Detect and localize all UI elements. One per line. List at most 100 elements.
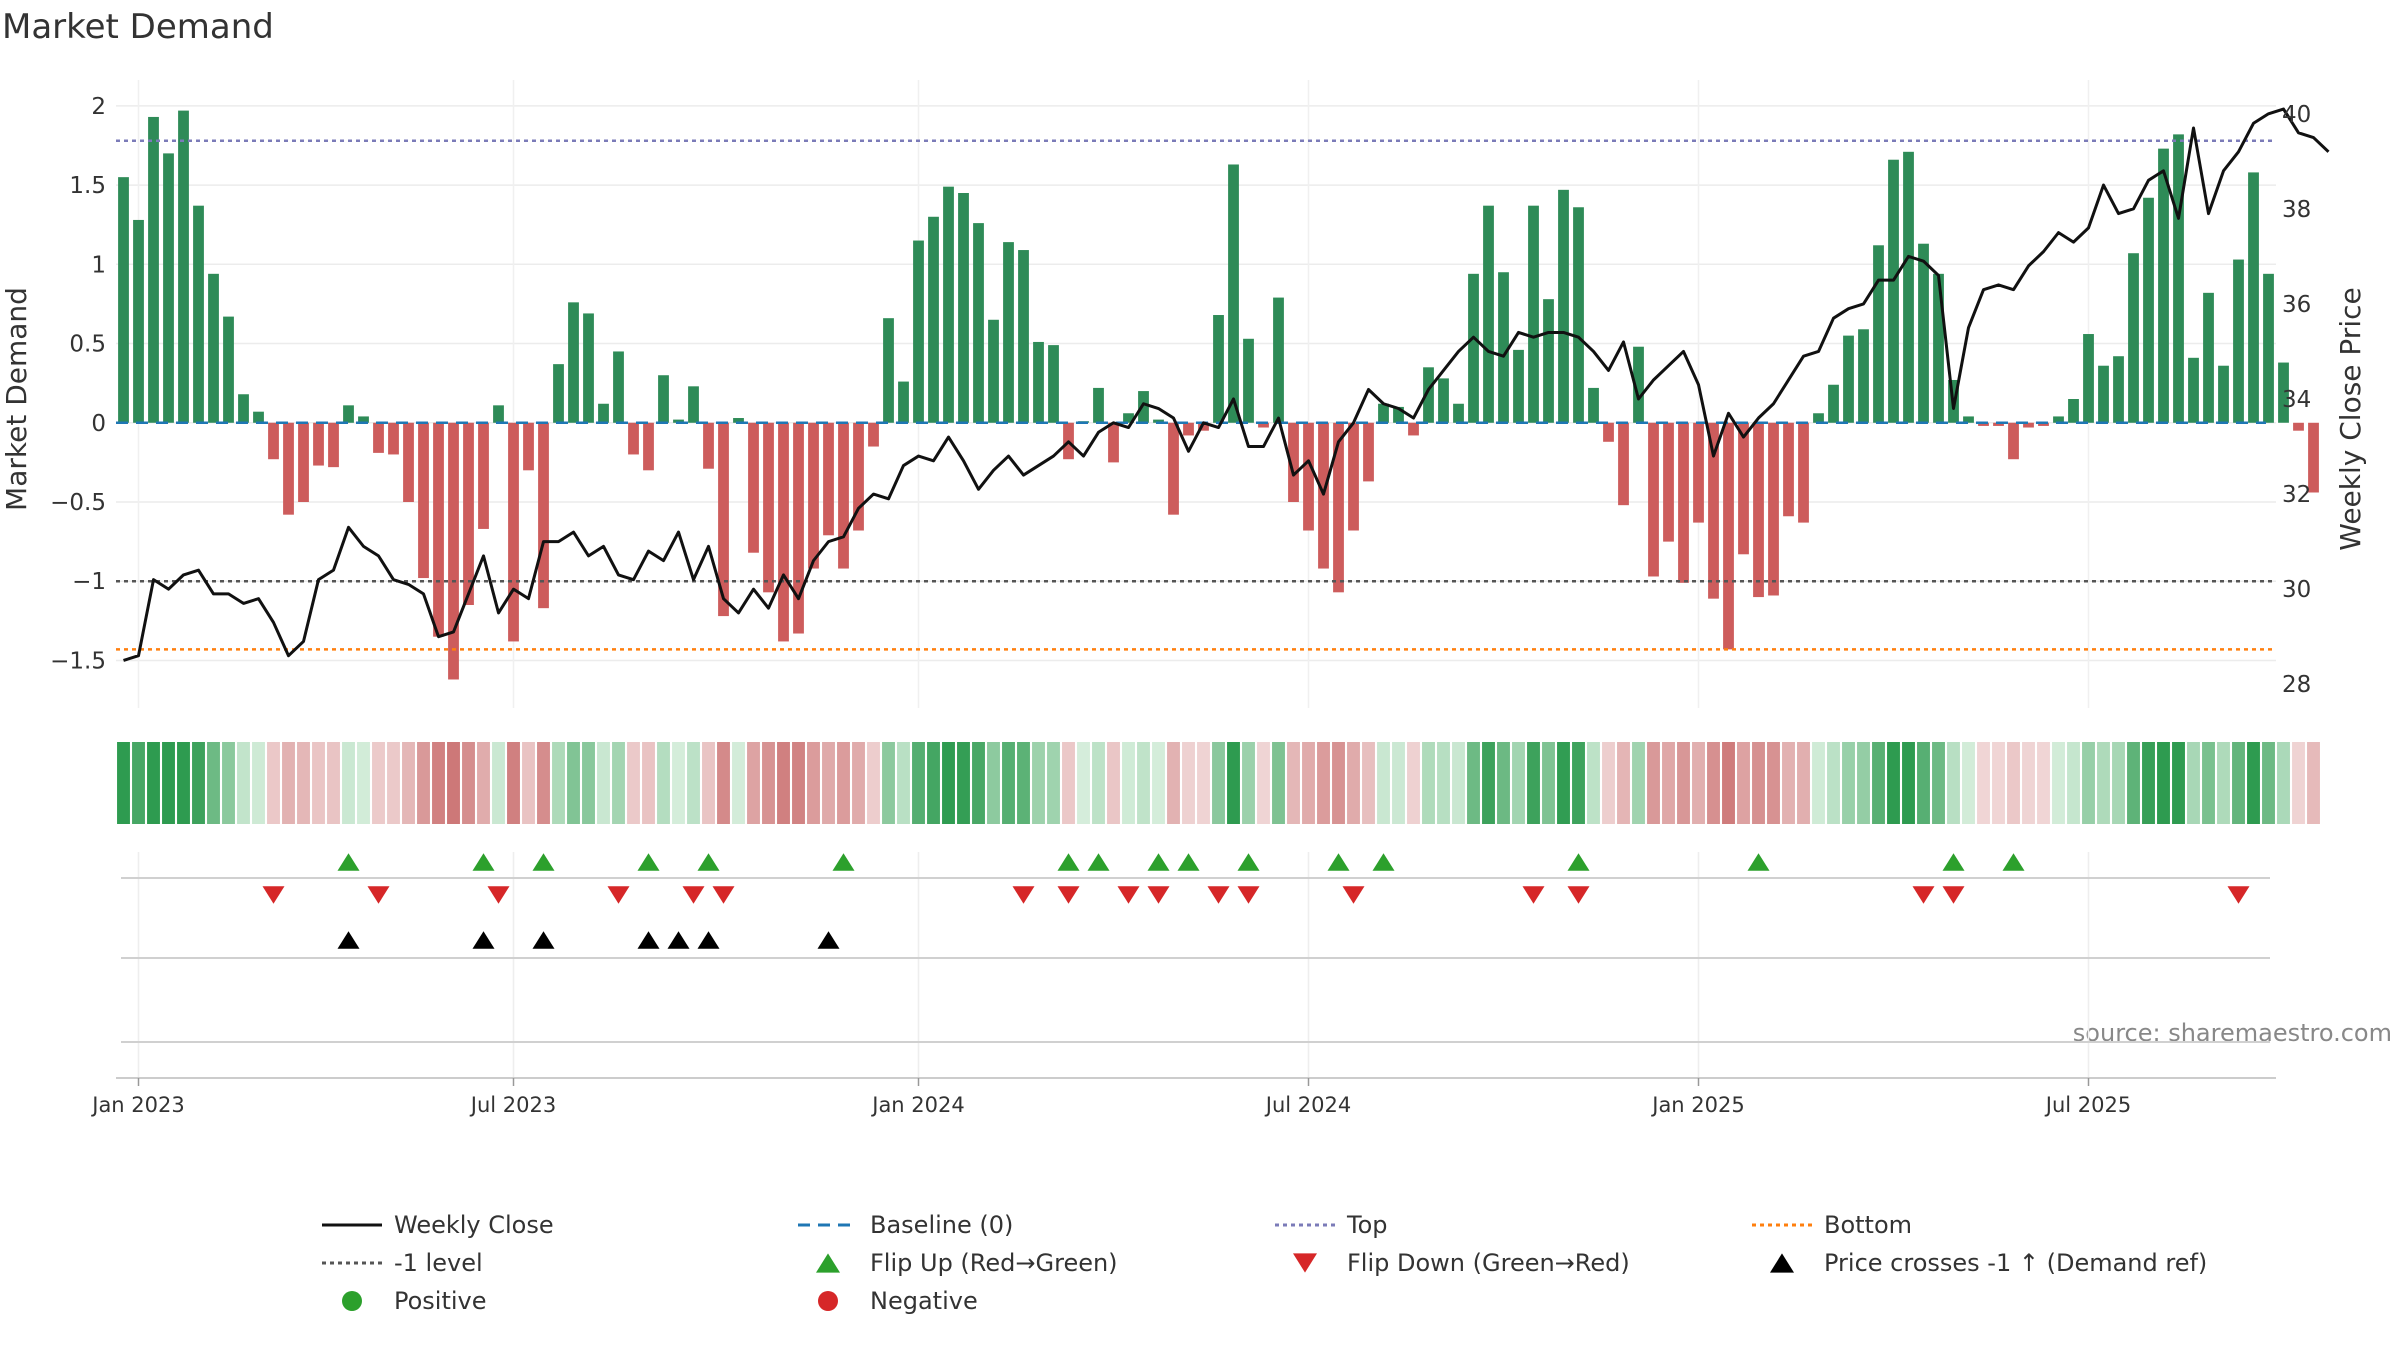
- demand-strip-cell: [1707, 742, 1720, 824]
- flip-up-marker: [1942, 853, 1965, 871]
- demand-bar-negative: [793, 422, 804, 634]
- demand-bar-negative: [808, 422, 819, 569]
- demand-bar-positive: [598, 403, 609, 423]
- legend-label: -1 level: [394, 1249, 483, 1277]
- demand-strip-cell: [1512, 742, 1525, 824]
- demand-strip-cell: [1602, 742, 1615, 824]
- demand-strip-cell: [2052, 742, 2065, 824]
- demand-bar-negative: [1753, 422, 1764, 598]
- demand-strip-cell: [417, 742, 430, 824]
- demand-strip-cell: [1857, 742, 1870, 824]
- price-cross-marker: [472, 931, 495, 949]
- demand-bar-positive: [658, 375, 669, 423]
- demand-strip-cell: [927, 742, 940, 824]
- demand-bar-negative: [718, 422, 729, 617]
- demand-bar-positive: [1918, 243, 1929, 423]
- demand-strip-cell: [1542, 742, 1555, 824]
- demand-strip-cell: [1617, 742, 1630, 824]
- y2-axis-title: Weekly Close Price: [2334, 287, 2367, 550]
- demand-strip-cell: [792, 742, 805, 824]
- demand-bar-positive: [2068, 399, 2079, 423]
- demand-bar-positive: [1813, 413, 1824, 423]
- demand-bar-positive: [2188, 357, 2199, 423]
- demand-bar-positive: [568, 302, 579, 423]
- demand-bar-positive: [2098, 365, 2109, 423]
- demand-strip-cell: [1167, 742, 1180, 824]
- y-tick-label: −1.5: [50, 648, 106, 674]
- demand-strip-cell: [2307, 742, 2320, 824]
- demand-strip-cell: [2172, 742, 2185, 824]
- demand-bar-positive: [1213, 315, 1224, 423]
- demand-strip-cell: [597, 742, 610, 824]
- demand-strip-cell: [1107, 742, 1120, 824]
- demand-strip-cell: [897, 742, 910, 824]
- legend-label: Negative: [870, 1287, 978, 1315]
- demand-strip-cell: [1557, 742, 1570, 824]
- demand-strip-cell: [2037, 742, 2050, 824]
- demand-strip-cell: [1197, 742, 1210, 824]
- demand-strip-cell: [612, 742, 625, 824]
- demand-bar-positive: [1273, 297, 1284, 423]
- demand-strip-cell: [2082, 742, 2095, 824]
- demand-bar-negative: [463, 422, 474, 605]
- y2-tick-label: 38: [2282, 197, 2311, 223]
- demand-bar-positive: [1573, 207, 1584, 423]
- demand-strip-cell: [1692, 742, 1705, 824]
- demand-bar-negative: [1348, 422, 1359, 531]
- demand-strip-cell: [1452, 742, 1465, 824]
- demand-strip-cell: [1752, 742, 1765, 824]
- demand-bar-negative: [313, 422, 324, 466]
- demand-bar-positive: [1378, 403, 1389, 423]
- demand-bar-positive: [2113, 356, 2124, 423]
- demand-strip-cell: [657, 742, 670, 824]
- demand-bar-negative: [1198, 422, 1209, 431]
- demand-bar-positive: [1513, 349, 1524, 423]
- demand-strip-cell: [2262, 742, 2275, 824]
- demand-bar-negative: [868, 422, 879, 447]
- flip-up-marker: [1147, 853, 1170, 871]
- flip-down-marker: [2227, 886, 2250, 904]
- legend-swatch-triangle-up: [816, 1253, 840, 1273]
- demand-bar-positive: [2218, 365, 2229, 423]
- demand-bar-positive: [1048, 345, 1059, 423]
- demand-bar-positive: [1558, 189, 1569, 423]
- demand-bar-negative: [823, 422, 834, 536]
- demand-strip-cell: [702, 742, 715, 824]
- demand-bar-negative: [1258, 422, 1269, 428]
- demand-strip-cell: [1347, 742, 1360, 824]
- demand-strip-cell: [852, 742, 865, 824]
- demand-strip-cell: [297, 742, 310, 824]
- demand-bar-negative: [283, 422, 294, 515]
- demand-strip-cell: [1017, 742, 1030, 824]
- demand-bar-negative: [523, 422, 534, 471]
- demand-strip-cell: [192, 742, 205, 824]
- flip-down-marker: [682, 886, 705, 904]
- legend-swatch-triangle-up: [1770, 1253, 1794, 1273]
- demand-bar-negative: [373, 422, 384, 453]
- y2-tick-label: 28: [2282, 672, 2311, 698]
- demand-strip-cell: [2247, 742, 2260, 824]
- demand-strip-cell: [627, 742, 640, 824]
- demand-strip-cell: [222, 742, 235, 824]
- demand-strip-cell: [1527, 742, 1540, 824]
- demand-bar-positive: [118, 177, 129, 423]
- price-cross-marker: [697, 931, 720, 949]
- demand-bar-positive: [1003, 242, 1014, 423]
- demand-bar-negative: [328, 422, 339, 468]
- demand-strip-cell: [1242, 742, 1255, 824]
- demand-strip-cell: [1257, 742, 1270, 824]
- demand-bar-negative: [1618, 422, 1629, 506]
- demand-strip-cell: [1182, 742, 1195, 824]
- demand-strip-cell: [1287, 742, 1300, 824]
- flip-up-marker: [1237, 853, 1260, 871]
- demand-strip-cell: [1032, 742, 1045, 824]
- demand-bar-negative: [1708, 422, 1719, 599]
- demand-strip-cell: [162, 742, 175, 824]
- demand-bar-negative: [1993, 422, 2004, 426]
- demand-strip-cell: [2217, 742, 2230, 824]
- demand-bar-positive: [178, 110, 189, 423]
- demand-bar-negative: [1363, 422, 1374, 482]
- demand-bar-positive: [2143, 197, 2154, 423]
- demand-bar-positive: [988, 319, 999, 423]
- flip-up-marker: [1372, 853, 1395, 871]
